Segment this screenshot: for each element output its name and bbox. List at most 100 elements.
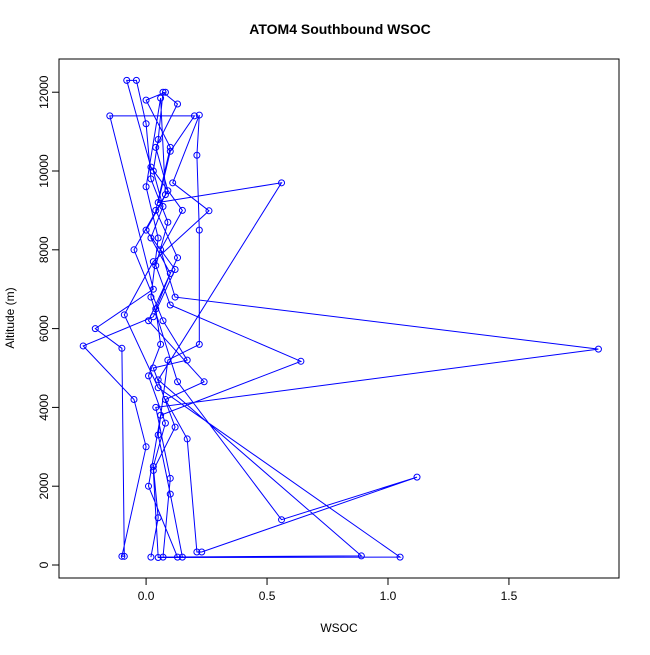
data-point [174, 553, 182, 561]
y-tick-label: 0 [37, 561, 51, 568]
data-point [161, 419, 169, 427]
data-point [154, 554, 162, 562]
x-tick-label: 1.0 [380, 589, 397, 603]
data-point [161, 191, 169, 199]
data-point [149, 466, 157, 474]
data-point [174, 100, 182, 108]
data-point [166, 143, 174, 151]
data-point [193, 548, 201, 556]
data-point [161, 396, 169, 404]
data-point [594, 345, 602, 353]
y-tick-label: 10000 [37, 154, 51, 188]
data-point [147, 553, 155, 561]
data-point [190, 112, 198, 120]
data-point [157, 246, 165, 254]
data-point [159, 88, 167, 96]
data-point [193, 151, 201, 159]
data-point [174, 254, 182, 262]
plot-frame [58, 58, 620, 579]
data-point [297, 357, 305, 365]
data-point [154, 199, 162, 207]
data-point [278, 179, 286, 187]
data-point [183, 435, 191, 443]
data-point [152, 206, 160, 214]
data-point [145, 317, 153, 325]
data-point [145, 372, 153, 380]
data-point [91, 325, 99, 333]
x-axis-label: WSOC [320, 621, 358, 635]
data-point [413, 473, 421, 481]
data-point [157, 94, 165, 102]
data-point [149, 285, 157, 293]
data-point [145, 482, 153, 490]
data-point [278, 516, 286, 524]
data-point [149, 258, 157, 266]
x-tick-label: 1.5 [501, 589, 518, 603]
data-point [154, 514, 162, 522]
data-point [120, 552, 128, 560]
y-tick-label: 6000 [37, 315, 51, 342]
data-point [200, 378, 208, 386]
data-point [171, 423, 179, 431]
data-point [154, 384, 162, 392]
data-point [152, 403, 160, 411]
data-point [174, 378, 182, 386]
data-point [195, 226, 203, 234]
data-point [118, 552, 126, 560]
data-point [171, 293, 179, 301]
data-point [178, 206, 186, 214]
data-point [161, 88, 169, 96]
x-tick-label: 0.5 [259, 589, 276, 603]
data-point [106, 112, 114, 120]
data-point [147, 293, 155, 301]
data-point [147, 175, 155, 183]
data-point [183, 356, 191, 364]
data-point [157, 411, 165, 419]
y-tick-label: 2000 [37, 473, 51, 500]
y-tick-label: 12000 [37, 75, 51, 109]
data-point [166, 490, 174, 498]
data-point [132, 76, 140, 84]
data-point [149, 313, 157, 321]
data-point [157, 340, 165, 348]
data-point [166, 147, 174, 155]
data-point [169, 179, 177, 187]
x-tick-label: 0.0 [138, 589, 155, 603]
data-point [396, 553, 404, 561]
data-point [152, 305, 160, 313]
y-tick-label: 8000 [37, 236, 51, 263]
data-point [166, 474, 174, 482]
data-point [154, 234, 162, 242]
data-point [142, 226, 150, 234]
data-point [123, 76, 131, 84]
data-point [142, 183, 150, 191]
data-point [154, 376, 162, 384]
data-point [149, 364, 157, 372]
data-point [195, 340, 203, 348]
data-point [79, 342, 87, 350]
data-point [142, 443, 150, 451]
data-point [149, 463, 157, 471]
data-point [118, 344, 126, 352]
y-tick-label: 4000 [37, 394, 51, 421]
data-point [130, 246, 138, 254]
data-point [164, 356, 172, 364]
chart-title: ATOM4 Southbound WSOC [249, 21, 430, 37]
data-point [171, 266, 179, 274]
data-point [142, 120, 150, 128]
data-point [178, 553, 186, 561]
data-point [166, 269, 174, 277]
data-point [195, 111, 203, 119]
data-point [147, 163, 155, 171]
data-point [357, 552, 365, 560]
y-axis-label: Altitude (m) [3, 287, 17, 348]
data-point [147, 234, 155, 242]
data-point [198, 548, 206, 556]
data-point [166, 301, 174, 309]
data-point [120, 311, 128, 319]
data-point [164, 218, 172, 226]
data-point [159, 553, 167, 561]
data-point [205, 207, 213, 215]
data-point [154, 431, 162, 439]
